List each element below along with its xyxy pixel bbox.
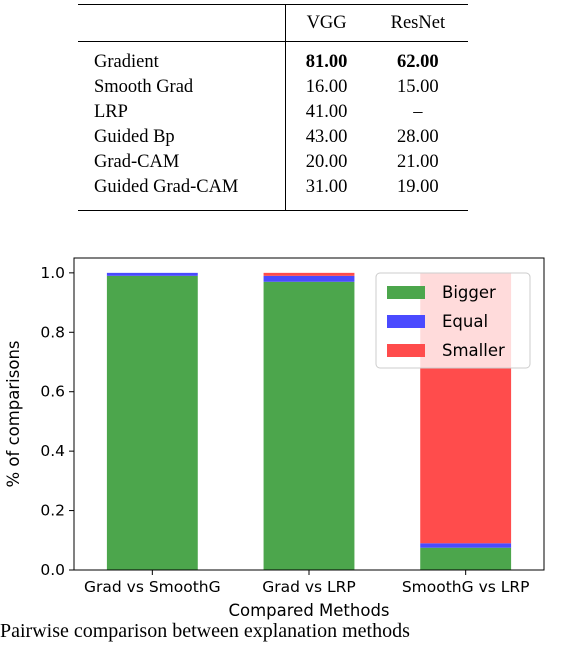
- table-body: Gradient 81.00 62.00 Smooth Grad 16.00 15.00 L…: [78, 41, 468, 211]
- legend-label: Smaller: [442, 341, 505, 360]
- bar-segment-smaller: [263, 272, 355, 276]
- method-cell: Guided Bp: [78, 125, 286, 150]
- bar-segment-equal: [263, 275, 355, 282]
- method-cell: LRP: [78, 100, 286, 125]
- legend-label: Bigger: [442, 283, 496, 302]
- vgg-value: 16.00: [305, 77, 348, 97]
- method-cell: Grad-CAM: [78, 150, 286, 175]
- table-row: Gradient 81.00 62.00: [78, 41, 468, 75]
- bar-segment-bigger: [420, 547, 512, 570]
- legend-swatch-equal: [387, 315, 425, 328]
- table-row: Smooth Grad 16.00 15.00: [78, 75, 468, 100]
- table-row: Guided Grad-CAM 31.00 19.00: [78, 175, 468, 211]
- vgg-value: 43.00: [305, 127, 348, 147]
- y-tick-label: 0.2: [40, 502, 65, 520]
- y-tick-label: 0.6: [40, 383, 65, 401]
- results-table-container: VGG ResNet Gradient 81.00 62.00 Smooth Grad…: [78, 4, 468, 211]
- table-row: LRP 41.00 –: [78, 100, 468, 125]
- comparison-bar-chart: Grad vs SmoothG Grad vs LRP SmoothG vs LRP…: [4, 257, 545, 620]
- resnet-value: 15.00: [397, 77, 439, 97]
- vgg-value: 81.00: [305, 52, 348, 72]
- x-axis-label: Compared Methods: [228, 601, 389, 620]
- bar-segment-bigger: [106, 275, 198, 570]
- plot-frame: [73, 257, 545, 571]
- method-cell: Guided Grad-CAM: [78, 175, 286, 211]
- table-row: Grad-CAM 20.00 21.00: [78, 150, 468, 175]
- y-tick-label: 0.0: [40, 561, 65, 579]
- y-tick-label: 0.8: [40, 323, 65, 341]
- x-tick-label: Grad vs LRP: [262, 578, 356, 596]
- resnet-value: 21.00: [397, 152, 439, 172]
- results-table: VGG ResNet Gradient 81.00 62.00 Smooth Grad…: [78, 4, 468, 211]
- y-axis-label: % of comparisons: [4, 340, 23, 487]
- table-row: Guided Bp 43.00 28.00: [78, 125, 468, 150]
- bar-segment-equal: [420, 543, 512, 548]
- resnet-value: 19.00: [397, 177, 439, 197]
- legend-label: Equal: [442, 312, 488, 331]
- legend-swatch-bigger: [387, 286, 425, 299]
- y-tick-label: 0.4: [40, 442, 65, 460]
- x-tick-label: Grad vs SmoothG: [84, 578, 221, 596]
- resnet-value: 62.00: [397, 52, 439, 72]
- vgg-value: 20.00: [305, 152, 348, 172]
- header-vgg: VGG: [285, 4, 368, 42]
- resnet-value: –: [413, 102, 423, 122]
- y-tick-label: 1.0: [40, 264, 65, 282]
- vgg-value: 41.00: [305, 102, 348, 122]
- table-header-row: VGG ResNet: [78, 4, 468, 42]
- method-cell: Gradient: [78, 41, 286, 75]
- figure-caption: Pairwise comparison between explanation …: [0, 620, 410, 642]
- vgg-value: 31.00: [305, 177, 348, 197]
- resnet-value: 28.00: [397, 127, 439, 147]
- bar-segment-equal: [106, 272, 198, 276]
- legend-swatch-smaller: [387, 344, 425, 357]
- bar-segment-bigger: [263, 281, 355, 570]
- header-method: [78, 4, 286, 42]
- header-resnet: ResNet: [367, 4, 468, 42]
- method-cell: Smooth Grad: [78, 75, 286, 100]
- x-tick-label: SmoothG vs LRP: [402, 578, 530, 596]
